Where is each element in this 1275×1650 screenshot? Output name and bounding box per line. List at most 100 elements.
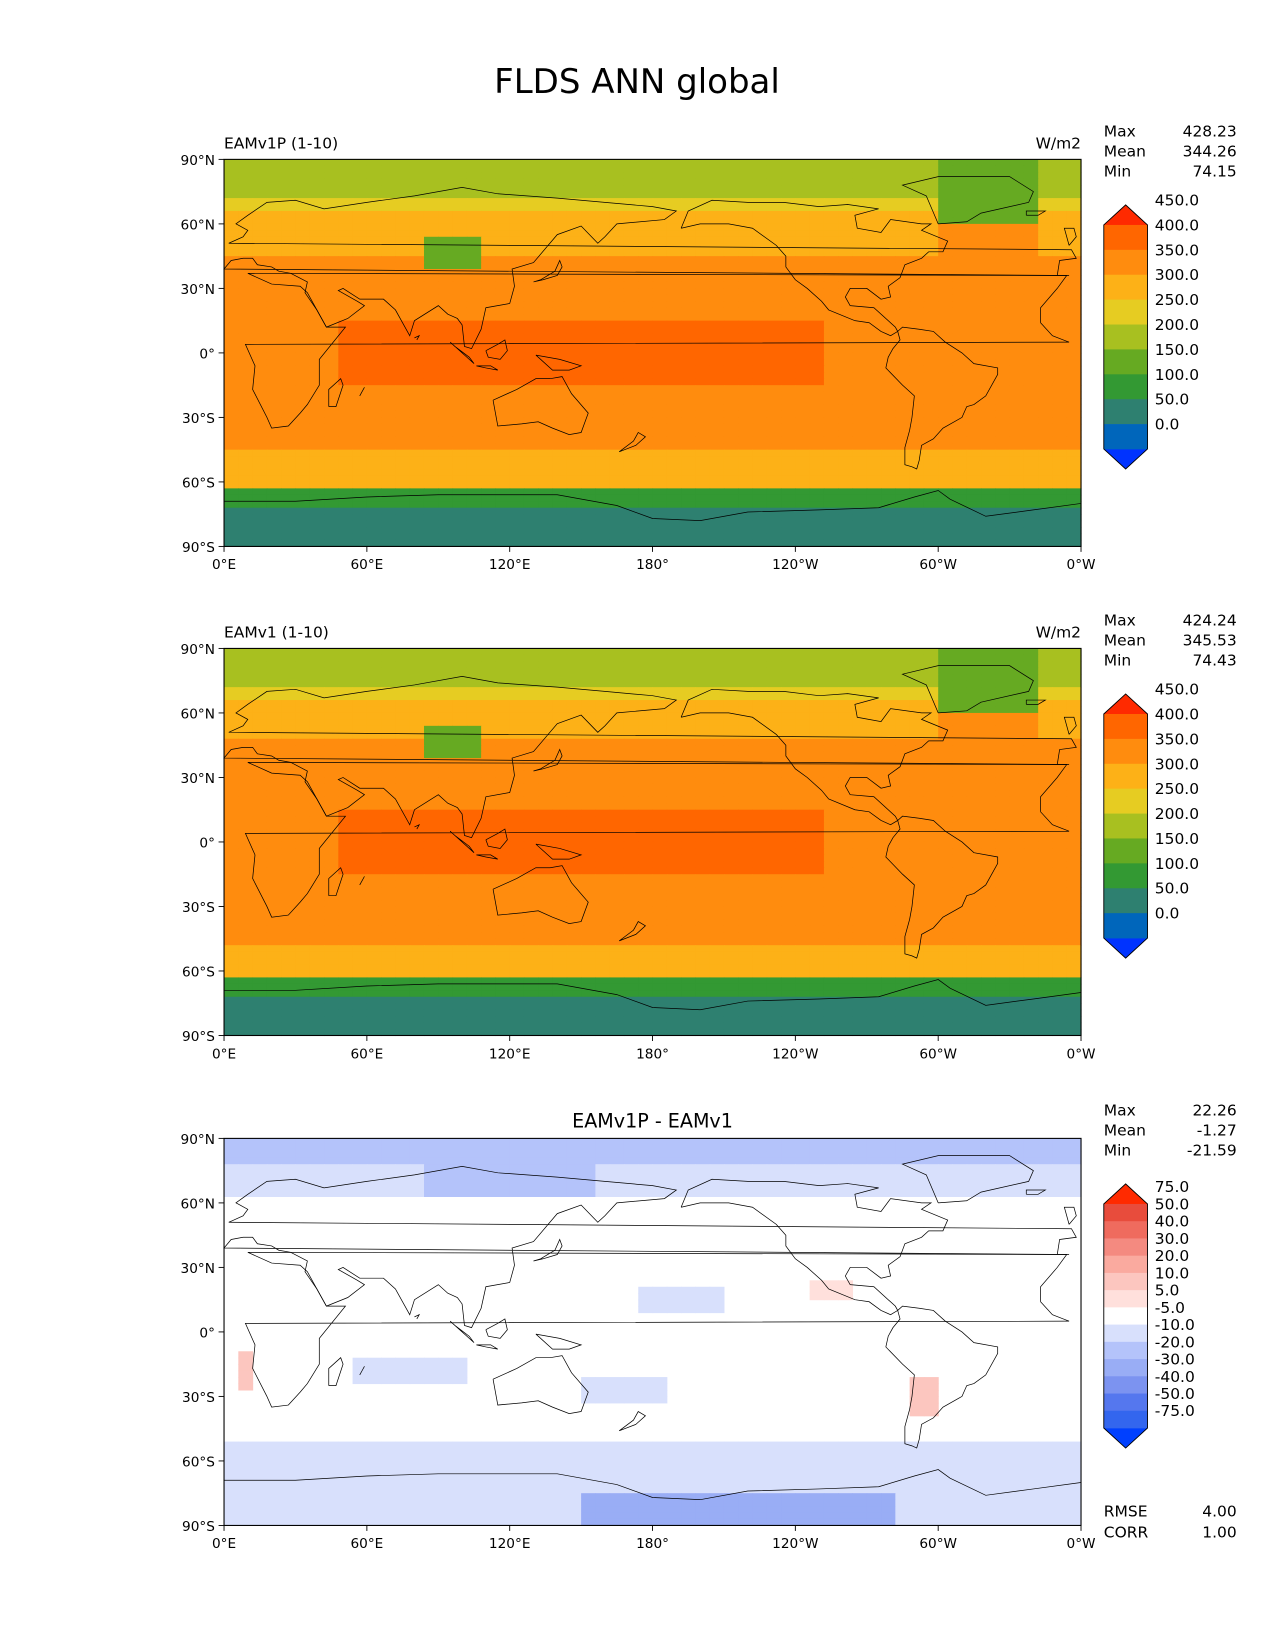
field-cell <box>752 764 768 772</box>
field-cell <box>738 462 754 470</box>
field-cell <box>495 520 511 528</box>
field-cell <box>852 256 868 264</box>
field-cell <box>838 165 854 173</box>
field-cell <box>281 185 296 193</box>
field-cell <box>709 249 725 257</box>
field-cell <box>438 539 454 547</box>
field-cell <box>324 172 339 180</box>
field-cell <box>224 732 239 740</box>
field-cell <box>666 249 682 257</box>
field-cell <box>581 507 596 515</box>
field-cell <box>823 527 839 535</box>
field-cell <box>981 527 996 535</box>
field-cell <box>295 294 311 302</box>
field-cell <box>481 204 496 212</box>
field-cell <box>481 469 496 477</box>
field-cell <box>666 423 682 431</box>
field-cell <box>1038 288 1053 296</box>
field-cell <box>852 359 868 367</box>
field-cell <box>609 443 625 451</box>
field-cell <box>395 217 411 225</box>
field-cell <box>1023 680 1039 688</box>
field-cell <box>495 191 511 199</box>
field-cell <box>366 494 382 502</box>
field-cell <box>523 262 539 270</box>
field-cell <box>952 275 968 283</box>
field-cell <box>381 680 396 688</box>
field-cell <box>995 725 1011 733</box>
field-cell <box>695 777 711 785</box>
field-cell <box>809 507 825 515</box>
field-cell <box>366 223 382 231</box>
field-cell <box>866 539 882 547</box>
field-cell <box>666 462 682 470</box>
field-cell <box>366 333 382 341</box>
field-cell <box>981 712 996 720</box>
field-cell <box>338 654 354 662</box>
field-cell <box>1052 449 1068 457</box>
field-cell <box>595 423 611 431</box>
field-cell <box>723 288 739 296</box>
field-cell <box>709 333 725 341</box>
field-cell <box>1052 378 1068 386</box>
field-cell <box>409 712 425 720</box>
field-cell <box>881 204 896 212</box>
field-cell <box>566 288 582 296</box>
field-cell <box>409 236 425 244</box>
field-cell <box>1066 700 1082 708</box>
field-cell <box>809 378 825 386</box>
field-cell <box>895 249 911 257</box>
field-cell <box>995 469 1011 477</box>
field-cell <box>495 648 511 656</box>
field-cell <box>923 527 939 535</box>
field-cell <box>909 372 925 380</box>
field-cell <box>452 758 468 766</box>
field-cell <box>366 217 382 225</box>
field-cell <box>481 674 496 682</box>
field-cell <box>252 281 268 289</box>
field-cell <box>581 410 596 418</box>
field-cell <box>366 236 382 244</box>
field-cell <box>823 378 839 386</box>
field-cell <box>438 378 454 386</box>
field-cell <box>552 249 568 257</box>
field-cell <box>224 262 239 270</box>
field-cell <box>781 417 796 425</box>
field-cell <box>595 674 611 682</box>
field-cell <box>452 706 468 714</box>
field-cell <box>324 294 339 302</box>
field-cell <box>238 230 254 238</box>
field-cell <box>795 178 811 186</box>
field-cell <box>652 365 668 373</box>
field-cell <box>1038 777 1053 785</box>
field-cell <box>395 262 411 270</box>
field-cell <box>809 185 825 193</box>
field-cell <box>338 288 354 296</box>
field-cell <box>1038 352 1053 360</box>
field-cell <box>723 249 739 257</box>
field-cell <box>981 404 996 412</box>
field-cell <box>881 159 896 167</box>
field-cell <box>652 262 668 270</box>
field-cell <box>509 527 525 535</box>
field-cell <box>238 501 254 509</box>
field-cell <box>923 410 939 418</box>
field-cell <box>1009 359 1025 367</box>
field-cell <box>723 539 739 547</box>
field-cell <box>509 372 525 380</box>
field-cell <box>938 520 954 528</box>
field-cell <box>995 475 1011 483</box>
field-cell <box>881 417 896 425</box>
field-cell <box>381 764 396 772</box>
field-cell <box>666 745 682 753</box>
field-cell <box>738 365 754 373</box>
field-cell <box>623 777 639 785</box>
field-cell <box>438 687 454 695</box>
field-cell <box>1009 327 1025 335</box>
field-cell <box>652 327 668 335</box>
field-cell <box>909 648 925 656</box>
field-cell <box>281 680 296 688</box>
field-cell <box>324 275 339 283</box>
field-cell <box>695 674 711 682</box>
field-cell <box>238 378 254 386</box>
